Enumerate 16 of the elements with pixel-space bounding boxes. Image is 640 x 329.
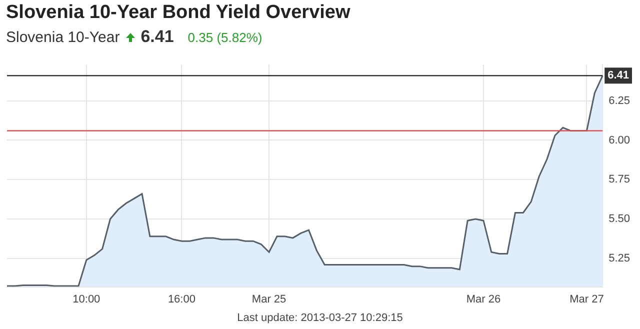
x-tick-label: Mar 26 — [466, 293, 501, 306]
chart-title: Slovenia 10-Year Bond Yield Overview — [6, 2, 350, 24]
chart-subtitle: Slovenia 10-Year — [6, 28, 120, 46]
y-tick-label: 6.00 — [608, 134, 630, 146]
y-tick-label: 5.75 — [608, 174, 630, 186]
x-tick-label: Mar 27 — [570, 293, 604, 306]
y-tick-label: 5.25 — [608, 252, 630, 264]
x-tick-label: 10:00 — [72, 293, 100, 306]
x-tick-label: 16:00 — [168, 293, 196, 306]
x-tick-label: Mar 25 — [252, 293, 286, 306]
ref-line-label: 6.41 — [608, 70, 630, 82]
text: 0.35 (5.82%) — [188, 30, 262, 44]
text: Last update: 2013-03-27 10:29:15 — [236, 312, 404, 324]
y-tick-label: 6.25 — [608, 94, 630, 107]
text: 6.41 — [140, 27, 174, 47]
y-tick-label: 5.50 — [608, 213, 630, 226]
